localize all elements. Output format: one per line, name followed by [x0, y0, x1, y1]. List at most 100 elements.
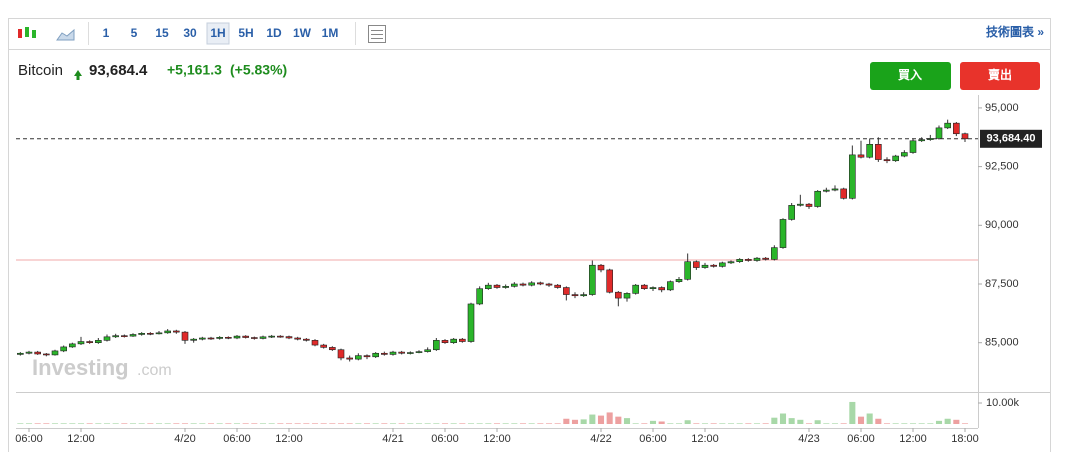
interval-button[interactable]: 1M — [322, 26, 339, 40]
candle-body — [511, 283, 518, 287]
candle-body — [649, 287, 657, 289]
x-tick-label: 12:00 — [483, 433, 511, 445]
volume-bar — [589, 414, 596, 424]
candle-body — [95, 340, 102, 343]
candle-body — [693, 261, 700, 268]
candle-body — [623, 293, 631, 299]
candle-body — [519, 283, 527, 286]
x-tick-label: 06:00 — [15, 433, 43, 445]
icon-part — [25, 27, 29, 37]
volume-bar — [519, 423, 527, 424]
chart-link[interactable]: 技術圖表 » — [986, 24, 1044, 39]
volume-bar — [667, 423, 674, 424]
volume-bar — [762, 423, 769, 424]
candle-body — [242, 335, 249, 338]
candle-body — [164, 330, 171, 334]
volume-bar — [441, 423, 449, 424]
volume-bar — [745, 423, 752, 424]
candle-body — [25, 351, 33, 354]
interval-button[interactable]: 15 — [155, 26, 169, 40]
candle-body — [961, 133, 969, 140]
watermark: .com — [137, 362, 172, 379]
volume-bar — [103, 423, 111, 424]
volume-bar — [190, 423, 197, 424]
volume-bar — [710, 423, 717, 424]
volume-bar — [753, 423, 761, 424]
volume-tick-label: 10.00k — [986, 397, 1020, 409]
interval-button[interactable]: 1D — [266, 26, 282, 40]
candle-body — [909, 140, 917, 153]
sell-label[interactable]: 賣出 — [987, 67, 1012, 82]
candle-body — [788, 205, 795, 220]
x-tick-label: 06:00 — [847, 433, 875, 445]
candle-icon[interactable] — [18, 27, 36, 38]
sell-button[interactable] — [960, 62, 1040, 90]
table-icon[interactable] — [368, 25, 386, 43]
volume-bar — [580, 419, 587, 424]
volume-bar — [112, 423, 119, 424]
interval-button[interactable]: 1 — [103, 26, 110, 40]
volume-bar — [623, 418, 631, 424]
x-tick-label: 06:00 — [431, 433, 459, 445]
y-tick-label: 87,500 — [985, 278, 1019, 290]
volume-bar — [935, 420, 943, 424]
volume-bar — [849, 401, 856, 424]
candle-body — [563, 287, 570, 295]
buy-label[interactable]: 買入 — [898, 68, 922, 82]
candle-body — [918, 139, 925, 142]
candle-body — [762, 257, 769, 260]
candle-body — [355, 355, 362, 360]
interval-button[interactable]: 1H — [210, 26, 225, 40]
volume-bar — [69, 423, 76, 424]
candle-body — [69, 343, 76, 348]
volume-bar — [909, 423, 917, 424]
volume-bar — [493, 423, 501, 424]
volume-bar — [511, 423, 518, 424]
candle-body — [259, 336, 267, 339]
volume-bar — [467, 423, 475, 424]
volume-bar — [571, 419, 579, 424]
candle-body — [745, 259, 752, 261]
candle-body — [268, 335, 275, 338]
volume-bar — [329, 423, 336, 424]
candle-body — [294, 337, 301, 340]
volume-bar — [216, 423, 223, 424]
interval-button[interactable]: 5H — [238, 26, 253, 40]
volume-bar — [398, 423, 405, 424]
volume-bar — [459, 423, 466, 424]
interval-button[interactable]: 5 — [131, 26, 138, 40]
watermark: Investing — [32, 355, 129, 380]
volume-bar — [615, 416, 622, 424]
candle-body — [398, 351, 405, 354]
candle-body — [597, 264, 605, 271]
candle-body — [441, 340, 449, 343]
volume-bar — [892, 423, 899, 424]
candle-body — [225, 336, 232, 339]
volume-bar — [485, 423, 492, 424]
interval-button[interactable]: 30 — [183, 26, 197, 40]
interval-selected[interactable] — [206, 22, 230, 45]
candle-body — [320, 344, 327, 348]
candle-body — [450, 338, 457, 343]
volume-bar — [268, 423, 275, 424]
volume-bar — [389, 423, 397, 424]
interval-button[interactable]: 1W — [293, 26, 312, 40]
candle-body — [641, 284, 648, 289]
volume-bar — [60, 423, 67, 424]
candle-body — [363, 355, 371, 358]
candle-body — [580, 294, 587, 297]
volume-bar — [337, 423, 345, 424]
buy-button[interactable] — [870, 62, 951, 90]
candle-body — [485, 284, 492, 289]
candle-body — [840, 188, 847, 199]
y-tick-label: 92,500 — [985, 161, 1019, 173]
volume-bar — [155, 423, 163, 424]
volume-bar — [719, 423, 726, 424]
candle-body — [173, 330, 180, 333]
candle-body — [684, 261, 691, 280]
candle-body — [77, 341, 85, 345]
volume-bar — [277, 423, 284, 424]
candle-body — [537, 282, 544, 285]
area-icon[interactable] — [56, 28, 75, 41]
candle-body — [675, 279, 683, 282]
